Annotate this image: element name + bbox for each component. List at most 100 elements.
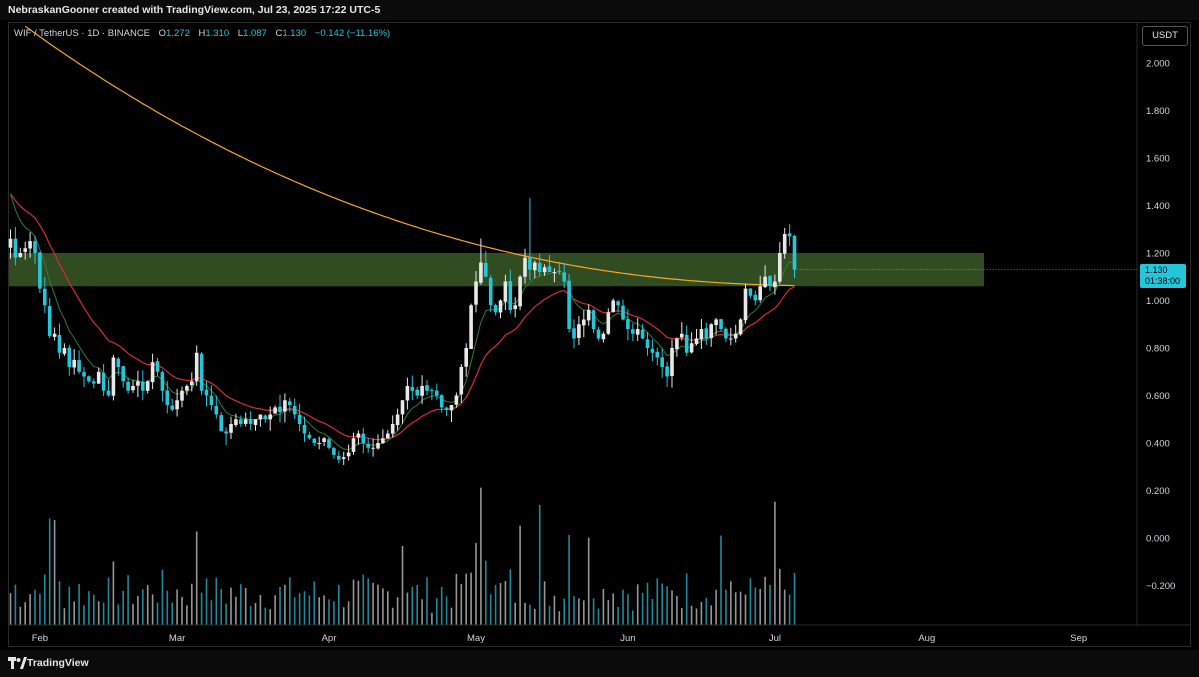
volume-bar [538,504,541,625]
volume-bar [769,584,771,625]
bar-countdown: 01:38:00 [1145,276,1181,286]
candle-body [714,319,718,326]
volume-bar [568,535,570,625]
y-tick-label: 0.800 [1146,344,1170,355]
volume-bar [347,601,350,625]
candle-body [341,457,346,459]
change-value: −0.142 (−11.16%) [314,28,391,39]
candle-body [719,319,723,329]
candle-body [288,401,292,405]
candle-body [631,329,635,334]
candle-body [528,257,532,270]
candle-body [778,253,782,282]
volume-bar [391,607,394,625]
candle-body [768,275,772,287]
volume-bar [342,607,345,625]
candle-body [204,389,209,396]
volume-bar [44,574,46,625]
candle-body [787,233,792,237]
volume-bar [612,593,614,625]
volume-bar [225,603,227,625]
candle-body [562,272,566,282]
candle-body [542,267,547,273]
volume-bar [382,588,384,625]
volume-bar [107,577,110,625]
volume-bar [78,583,80,625]
volume-bar [259,595,262,625]
candle-body [150,362,155,383]
volume-bar [681,608,683,625]
volume-bar [357,580,360,625]
volume-bar [597,608,600,625]
volume-bar [700,602,703,625]
volume-bar [563,598,565,625]
volume-bar [470,572,472,625]
candle-body [665,366,669,377]
x-tick-label: Aug [918,633,935,644]
candle-body [278,406,282,413]
volume-bar [127,575,129,625]
support-zone [9,253,984,287]
candle-body [518,276,522,307]
volume-bar [215,577,218,625]
candle-body [611,300,615,312]
candle-body [738,319,743,335]
x-tick-label: Jul [769,633,781,644]
volume-bar [573,596,575,625]
candle-body [430,390,434,392]
volume-bar [460,583,463,625]
candle-body [190,381,194,386]
candle-body [209,395,214,405]
volume-bar [14,584,17,625]
candle-body [680,333,684,338]
high-label: H [198,28,206,39]
candle-body [87,376,91,382]
volume-bar [710,605,712,625]
volume-bar [583,600,585,625]
footer-bar: TradingView [0,650,1199,677]
volume-bar [63,608,66,625]
volume-bar [636,584,639,625]
y-tick-label: 1.600 [1146,154,1170,165]
candle-body [13,238,18,258]
candle-body [160,372,165,391]
candle-body [704,328,709,339]
attribution-text: NebraskanGooner created with TradingView… [8,4,381,16]
candle-body [508,281,513,310]
volume-bar [514,602,516,625]
chart-frame [8,22,1191,647]
volume-bar [734,592,737,625]
y-tick-label: 1.400 [1146,201,1170,212]
candle-body [390,424,395,434]
volume-bar [102,602,105,625]
candle-body [645,339,650,348]
open-value: 1.272 [166,28,190,39]
candle-body [586,310,591,321]
candle-body [351,438,356,452]
candle-body [292,406,297,415]
candle-body [743,288,748,321]
candle-body [106,390,111,396]
candle-body [72,359,76,368]
volume-bar [607,600,610,625]
volume-bar [254,602,257,625]
currency-button[interactable]: USDT [1142,26,1188,46]
candle-body [57,334,62,353]
candle-body [635,329,640,335]
symbol-legend: WIF / TetherUS · 1D · BINANCE O1.272 H1.… [14,28,390,39]
volume-bar [156,602,159,625]
candle-body [479,262,483,283]
volume-bar [97,601,100,625]
candle-body [47,306,52,337]
candle-body [439,395,444,408]
volume-bar [548,605,551,625]
volume-bar [504,581,507,625]
candle-body [782,234,787,254]
candle-body [283,400,287,412]
volume-bar [293,597,296,625]
volume-bar [34,589,36,625]
volume-bar [416,584,418,625]
candle-body [376,443,380,449]
volume-bar [372,582,374,625]
